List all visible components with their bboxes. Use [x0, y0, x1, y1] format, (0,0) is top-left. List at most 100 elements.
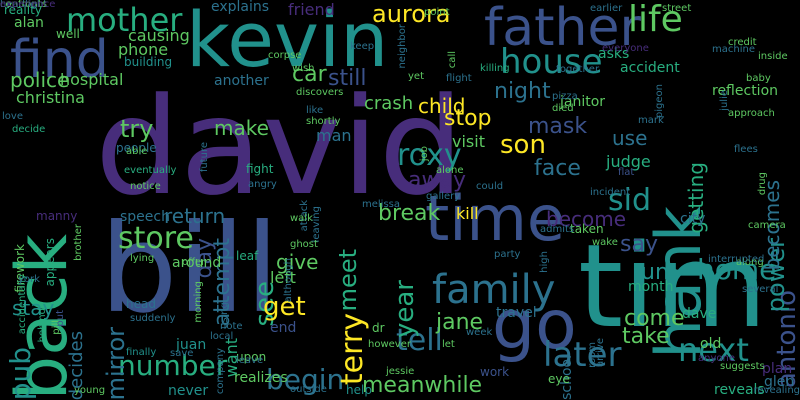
cloud-word: everyone [602, 43, 649, 54]
cloud-word: stay [12, 296, 55, 320]
cloud-word: alan [14, 15, 44, 31]
cloud-word: job [419, 146, 430, 162]
cloud-word: number [118, 349, 228, 382]
cloud-word: head [126, 297, 156, 311]
cloud-word: phone [118, 40, 169, 59]
cloud-word: local [210, 331, 234, 342]
cloud-word: police [10, 68, 70, 92]
cloud-word: call [447, 51, 458, 69]
cloud-word: jessie [386, 366, 415, 377]
cloud-word: reality [4, 3, 42, 17]
cloud-word: anyone [698, 353, 735, 364]
cloud-word: family [432, 267, 556, 313]
cloud-word: flat [618, 167, 635, 178]
cloud-word: note [220, 321, 243, 332]
cloud-word: give [276, 250, 319, 274]
cloud-word: get [263, 292, 306, 322]
cloud-word: camera [748, 220, 786, 231]
cloud-word: wish [292, 63, 315, 74]
cloud-word: end [270, 320, 297, 336]
cloud-word: pizza [552, 91, 578, 102]
cloud-word: year [390, 280, 420, 339]
cloud-word: become [546, 207, 627, 231]
cloud-word: store [118, 221, 194, 256]
cloud-word: find [10, 30, 109, 90]
cloud-word: gallery [426, 191, 461, 202]
cloud-word: like [306, 105, 324, 116]
cloud-word: walk [290, 213, 313, 224]
cloud-word: left [270, 268, 296, 287]
cloud-word: future [199, 142, 210, 173]
cloud-word: break [378, 201, 441, 226]
cloud-word: plan [762, 361, 793, 377]
cloud-word: mirror [102, 326, 130, 400]
cloud-word: together [556, 64, 600, 75]
cloud-word: shortly [306, 116, 341, 127]
cloud-word: street [662, 3, 692, 14]
cloud-word: arrive [595, 338, 606, 368]
cloud-word: still [328, 66, 367, 91]
cloud-word: keep [350, 41, 375, 52]
cloud-word: aurora [372, 0, 451, 28]
cloud-word: son [500, 130, 546, 160]
cloud-word: explains [211, 0, 270, 15]
cloud-word: several [742, 284, 779, 295]
cloud-word: leaf [236, 249, 259, 263]
cloud-word: realizes [234, 370, 288, 386]
cloud-word: neighbor [397, 24, 408, 69]
cloud-word: week [466, 327, 493, 338]
cloud-word: well [56, 27, 80, 41]
cloud-word: jane [436, 310, 484, 335]
cloud-word: begin [266, 363, 345, 396]
cloud-word: mark [638, 115, 664, 126]
cloud-word: admits [540, 224, 575, 235]
cloud-word: child [418, 94, 466, 118]
cloud-word: young [74, 385, 106, 396]
cloud-word: company [215, 348, 226, 395]
cloud-word: put [55, 310, 66, 327]
cloud-word: party [494, 249, 521, 260]
cloud-word: next [678, 331, 749, 369]
cloud-word: work [480, 365, 510, 379]
cloud-word: crash [364, 93, 414, 114]
cloud-word: come [624, 306, 685, 331]
cloud-word: meet [334, 249, 362, 312]
cloud-word: house [500, 42, 603, 82]
cloud-word: credit [728, 37, 757, 48]
cloud-word: notice [130, 181, 161, 192]
cloud-word: man [316, 126, 352, 145]
cloud-word: life [628, 0, 683, 40]
cloud-word: point [424, 7, 450, 18]
cloud-word: try [120, 115, 154, 143]
cloud-word: travel [496, 305, 537, 321]
cloud-word: corpse [268, 50, 302, 61]
cloud-word: janitor [560, 94, 606, 110]
cloud-word: make [214, 116, 269, 140]
cloud-word: save [170, 348, 194, 359]
cloud-word: machine [712, 44, 755, 55]
cloud-word: high [539, 251, 550, 273]
cloud-word: sid [608, 183, 652, 218]
cloud-word: dave [682, 306, 717, 322]
cloud-word: along [736, 257, 764, 268]
cloud-word: eventually [124, 165, 177, 176]
cloud-word: home [697, 253, 777, 286]
cloud-word: suddenly [130, 313, 176, 324]
cloud-word: old [700, 336, 722, 352]
cloud-word: pub [4, 346, 37, 400]
cloud-word: judge [606, 152, 651, 171]
cloud-word: ghost [290, 239, 318, 250]
cloud-word: another [214, 73, 269, 89]
cloud-word: lying [130, 253, 155, 264]
cloud-word: york [18, 274, 40, 285]
cloud-word: taken [570, 222, 604, 236]
cloud-word: earlier [590, 3, 623, 14]
cloud-word: killing [480, 63, 510, 74]
cloud-word: angry [248, 179, 277, 190]
cloud-word: died [552, 103, 574, 114]
cloud-word: run [632, 260, 669, 285]
cloud-word: return [164, 204, 226, 228]
cloud-word: tim [578, 220, 768, 354]
cloud-word: roxy [397, 138, 462, 173]
cloud-word: hospital [60, 70, 124, 89]
